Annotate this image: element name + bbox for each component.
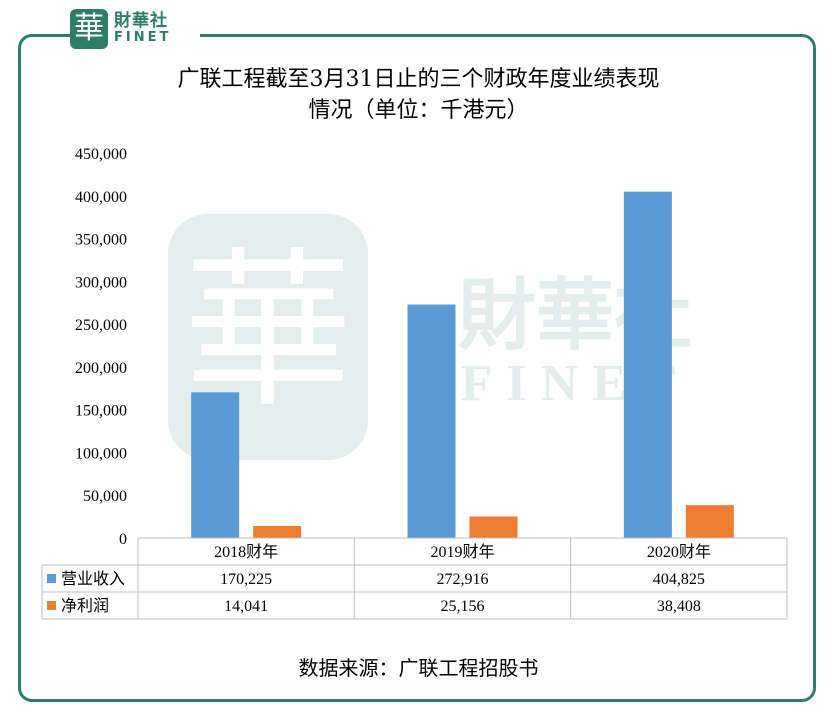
y-tick-label: 450,000 (75, 146, 127, 163)
y-tick-label: 0 (119, 531, 127, 548)
logo-name-cn: 財華社 (114, 11, 168, 32)
bar-revenue (191, 392, 240, 538)
bar-revenue (623, 191, 672, 538)
y-tick-label: 250,000 (75, 317, 127, 334)
legend-swatch (47, 574, 56, 583)
data-value: 38,408 (657, 598, 701, 615)
data-value: 272,916 (437, 571, 489, 588)
y-tick-label: 50,000 (83, 488, 127, 505)
watermark: 華 財華社 FINET (168, 214, 692, 460)
data-value: 25,156 (441, 598, 485, 615)
legend-swatch (47, 601, 56, 610)
chart-frame (18, 34, 816, 702)
series-name: 净利润 (61, 597, 109, 615)
logo-text: 財華社 FINET (114, 11, 172, 46)
logo-name-en: FINET (114, 30, 172, 46)
y-tick-label: 100,000 (75, 445, 127, 462)
bar-profit (253, 525, 302, 538)
bar-revenue (407, 304, 456, 538)
category-label: 2019财年 (430, 543, 494, 561)
category-label: 2018财年 (214, 543, 278, 561)
chart-title-line2: 情况（单位：千港元） (308, 98, 529, 123)
bar-profit (685, 505, 734, 538)
y-tick-label: 350,000 (75, 232, 127, 249)
bars (191, 191, 734, 538)
data-value: 404,825 (653, 571, 705, 588)
y-tick-label: 400,000 (75, 189, 127, 206)
finet-logo: 華 財華社 FINET (70, 6, 200, 52)
chart-title-line1: 广联工程截至3月31日止的三个财政年度业绩表现 (177, 67, 660, 92)
logo-mark-icon: 華 (70, 9, 108, 49)
y-axis: 0 50,000 100,000 150,000 200,000 250,000 300,0… (75, 146, 127, 548)
y-tick-label: 300,000 (75, 274, 127, 291)
series-name: 营业收入 (61, 570, 125, 588)
data-value: 170,225 (220, 571, 272, 588)
data-value: 14,041 (224, 598, 268, 615)
bar-profit (469, 516, 518, 538)
category-label: 2020财年 (647, 543, 711, 561)
y-tick-label: 200,000 (75, 360, 127, 377)
y-tick-label: 150,000 (75, 403, 127, 420)
data-source: 数据来源：广联工程招股书 (298, 656, 539, 680)
